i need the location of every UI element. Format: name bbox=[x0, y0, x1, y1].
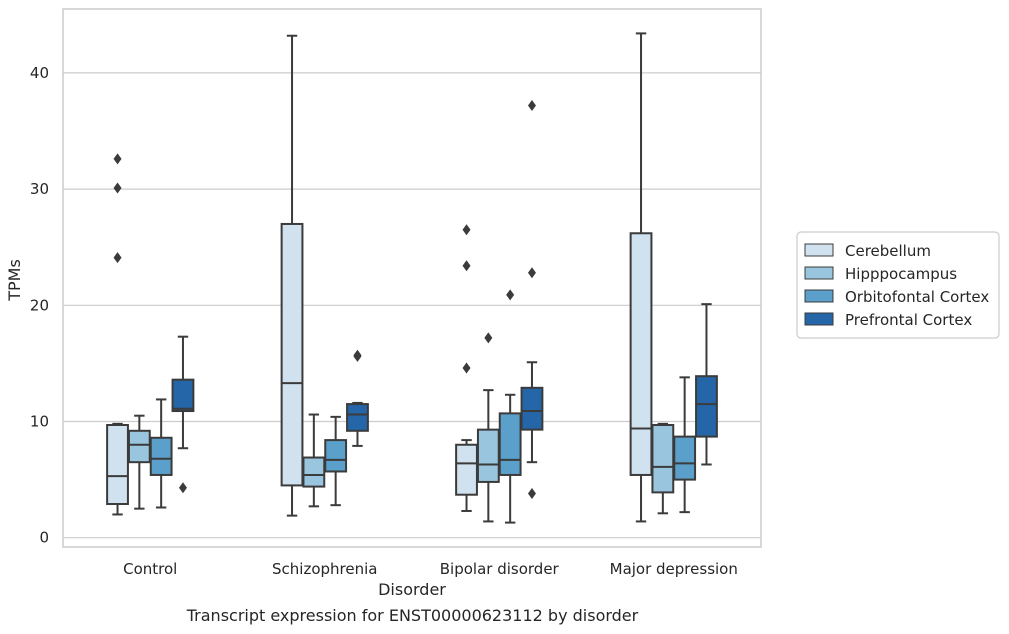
plot-frame bbox=[62, 8, 762, 548]
box-hipppocampus bbox=[127, 414, 151, 510]
box-iqr bbox=[455, 443, 478, 496]
x-tick-label: Major depression bbox=[610, 560, 738, 578]
box-orbitofontal-cortex bbox=[498, 289, 522, 524]
y-tick-label: 30 bbox=[30, 180, 49, 198]
x-tick-labels: Control Schizophrenia Bipolar disorder Majo… bbox=[123, 560, 738, 578]
box-hipppocampus bbox=[651, 422, 675, 515]
outlier-point bbox=[462, 224, 471, 236]
box-iqr bbox=[149, 436, 173, 476]
outlier-point bbox=[527, 267, 536, 279]
legend-swatch bbox=[804, 312, 834, 326]
box-iqr bbox=[629, 232, 653, 476]
box-iqr bbox=[324, 439, 348, 473]
legend-swatch bbox=[804, 289, 834, 303]
legend-swatch bbox=[804, 243, 834, 257]
outlier-point bbox=[113, 153, 122, 165]
legend-swatch bbox=[804, 266, 834, 280]
box-plots bbox=[106, 32, 718, 524]
legend-label: Hipppocampus bbox=[845, 265, 957, 283]
box-cerebellum bbox=[629, 32, 653, 523]
box-orbitofontal-cortex bbox=[149, 398, 173, 509]
y-tick-label: 0 bbox=[39, 529, 49, 547]
box-iqr bbox=[520, 386, 544, 431]
x-tick-label: Schizophrenia bbox=[272, 560, 377, 578]
outlier-point bbox=[462, 260, 471, 272]
box-orbitofontal-cortex bbox=[673, 376, 697, 514]
outlier-point bbox=[178, 482, 187, 494]
x-tick-label: Control bbox=[123, 560, 177, 578]
outlier-point bbox=[113, 182, 122, 194]
y-axis-label: TPMs bbox=[5, 259, 24, 302]
x-axis-label: Disorder bbox=[378, 580, 446, 599]
box-iqr bbox=[651, 423, 675, 494]
outlier-point bbox=[353, 349, 362, 361]
box-orbitofontal-cortex bbox=[324, 415, 348, 507]
outlier-point bbox=[113, 252, 122, 264]
box-iqr bbox=[171, 378, 195, 413]
legend-label: Cerebellum bbox=[845, 242, 931, 260]
chart-caption: Transcript expression for ENST0000062311… bbox=[186, 606, 639, 625]
y-tick-labels: 0 10 20 30 40 bbox=[30, 64, 49, 547]
box-iqr bbox=[498, 412, 522, 476]
y-tick-label: 40 bbox=[30, 64, 49, 82]
y-tick-label: 20 bbox=[30, 296, 49, 314]
box-prefrontal-cortex bbox=[520, 99, 544, 500]
outlier-point bbox=[462, 362, 471, 374]
box-iqr bbox=[106, 423, 129, 506]
legend-label: Prefrontal Cortex bbox=[845, 311, 972, 329]
y-tick-label: 10 bbox=[30, 413, 49, 431]
box-prefrontal-cortex bbox=[695, 303, 718, 466]
x-tick-label: Bipolar disorder bbox=[440, 560, 560, 578]
box-hipppocampus bbox=[302, 413, 326, 508]
box-iqr bbox=[280, 222, 304, 487]
box-hipppocampus bbox=[476, 332, 500, 523]
box-iqr bbox=[127, 429, 151, 464]
box-iqr bbox=[695, 375, 718, 438]
box-prefrontal-cortex bbox=[346, 349, 369, 447]
box-cerebellum bbox=[106, 153, 129, 516]
box-iqr bbox=[673, 435, 697, 481]
box-iqr bbox=[346, 403, 369, 432]
box-prefrontal-cortex bbox=[171, 335, 195, 494]
outlier-point bbox=[484, 332, 493, 344]
box-cerebellum bbox=[280, 34, 304, 517]
box-iqr bbox=[476, 428, 500, 483]
outlier-point bbox=[527, 488, 536, 500]
legend: Cerebellum Hipppocampus Orbitofontal Corte… bbox=[796, 231, 1000, 339]
legend-label: Orbitofontal Cortex bbox=[845, 288, 989, 306]
outlier-point bbox=[527, 99, 536, 111]
box-cerebellum bbox=[455, 224, 478, 512]
box-iqr bbox=[302, 456, 326, 488]
outlier-point bbox=[506, 289, 515, 301]
legend-box bbox=[796, 231, 1000, 339]
